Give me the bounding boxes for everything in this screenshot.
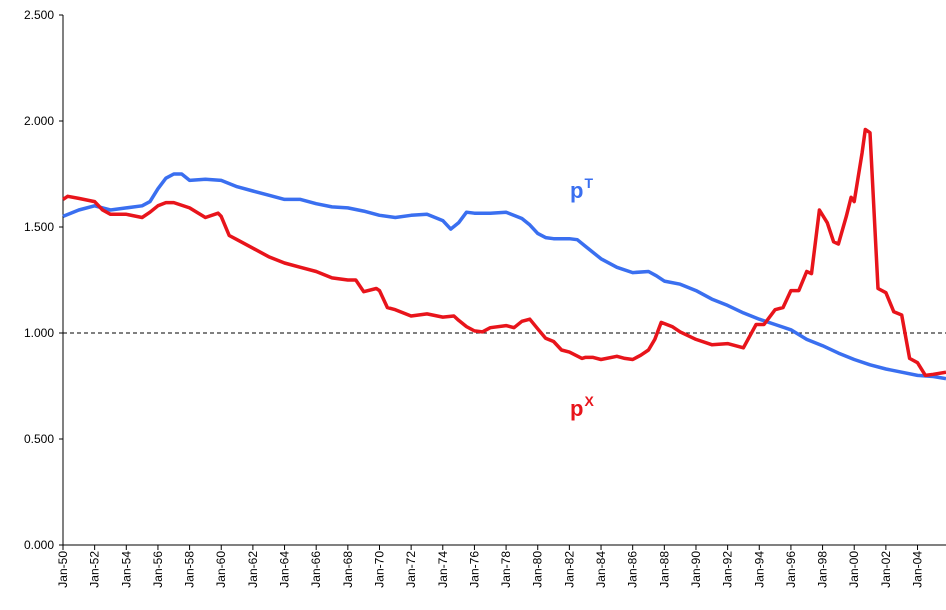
x-tick-label: Jan-60 bbox=[214, 551, 228, 588]
x-tick-label: Jan-04 bbox=[911, 551, 925, 588]
x-tick-label: Jan-76 bbox=[467, 551, 481, 588]
y-tick-label: 0.500 bbox=[24, 432, 54, 446]
x-tick-label: Jan-52 bbox=[88, 551, 102, 588]
x-tick-label: Jan-66 bbox=[309, 551, 323, 588]
x-tick-label: Jan-74 bbox=[436, 551, 450, 588]
series-line bbox=[62, 127, 946, 378]
x-tick-label: Jan-68 bbox=[341, 551, 355, 588]
x-tick-label: Jan-64 bbox=[278, 551, 292, 588]
x-tick-label: Jan-02 bbox=[879, 551, 893, 588]
x-tick-label: Jan-58 bbox=[183, 551, 197, 588]
x-tick-label: Jan-98 bbox=[816, 551, 830, 588]
x-tick-label: Jan-50 bbox=[56, 551, 70, 588]
annotation: pT bbox=[570, 175, 593, 203]
x-tick-label: Jan-94 bbox=[752, 551, 766, 588]
x-tick-label: Jan-88 bbox=[657, 551, 671, 588]
x-tick-label: Jan-72 bbox=[404, 551, 418, 588]
x-tick-label: Jan-00 bbox=[847, 551, 861, 588]
annotation-sup: X bbox=[584, 393, 594, 409]
annotation-text: p bbox=[570, 396, 583, 421]
y-tick-label: 2.500 bbox=[24, 8, 54, 22]
x-tick-label: Jan-56 bbox=[151, 551, 165, 588]
x-tick-label: Jan-86 bbox=[626, 551, 640, 588]
x-tick-label: Jan-90 bbox=[689, 551, 703, 588]
x-tick-label: Jan-54 bbox=[119, 551, 133, 588]
annotation-text: p bbox=[570, 178, 583, 203]
x-tick-label: Jan-82 bbox=[562, 551, 576, 588]
annotation-sup: T bbox=[584, 175, 593, 191]
y-tick-label: 1.000 bbox=[24, 326, 54, 340]
y-tick-label: 2.000 bbox=[24, 114, 54, 128]
annotation: pX bbox=[570, 393, 594, 421]
y-tick-label: 0.000 bbox=[24, 538, 54, 552]
x-tick-label: Jan-84 bbox=[594, 551, 608, 588]
x-tick-label: Jan-80 bbox=[531, 551, 545, 588]
x-tick-label: Jan-70 bbox=[372, 551, 386, 588]
x-tick-label: Jan-96 bbox=[784, 551, 798, 588]
x-tick-label: Jan-62 bbox=[246, 551, 260, 588]
y-tick-label: 1.500 bbox=[24, 220, 54, 234]
series-line bbox=[62, 172, 946, 381]
x-tick-label: Jan-78 bbox=[499, 551, 513, 588]
x-tick-label: Jan-92 bbox=[721, 551, 735, 588]
